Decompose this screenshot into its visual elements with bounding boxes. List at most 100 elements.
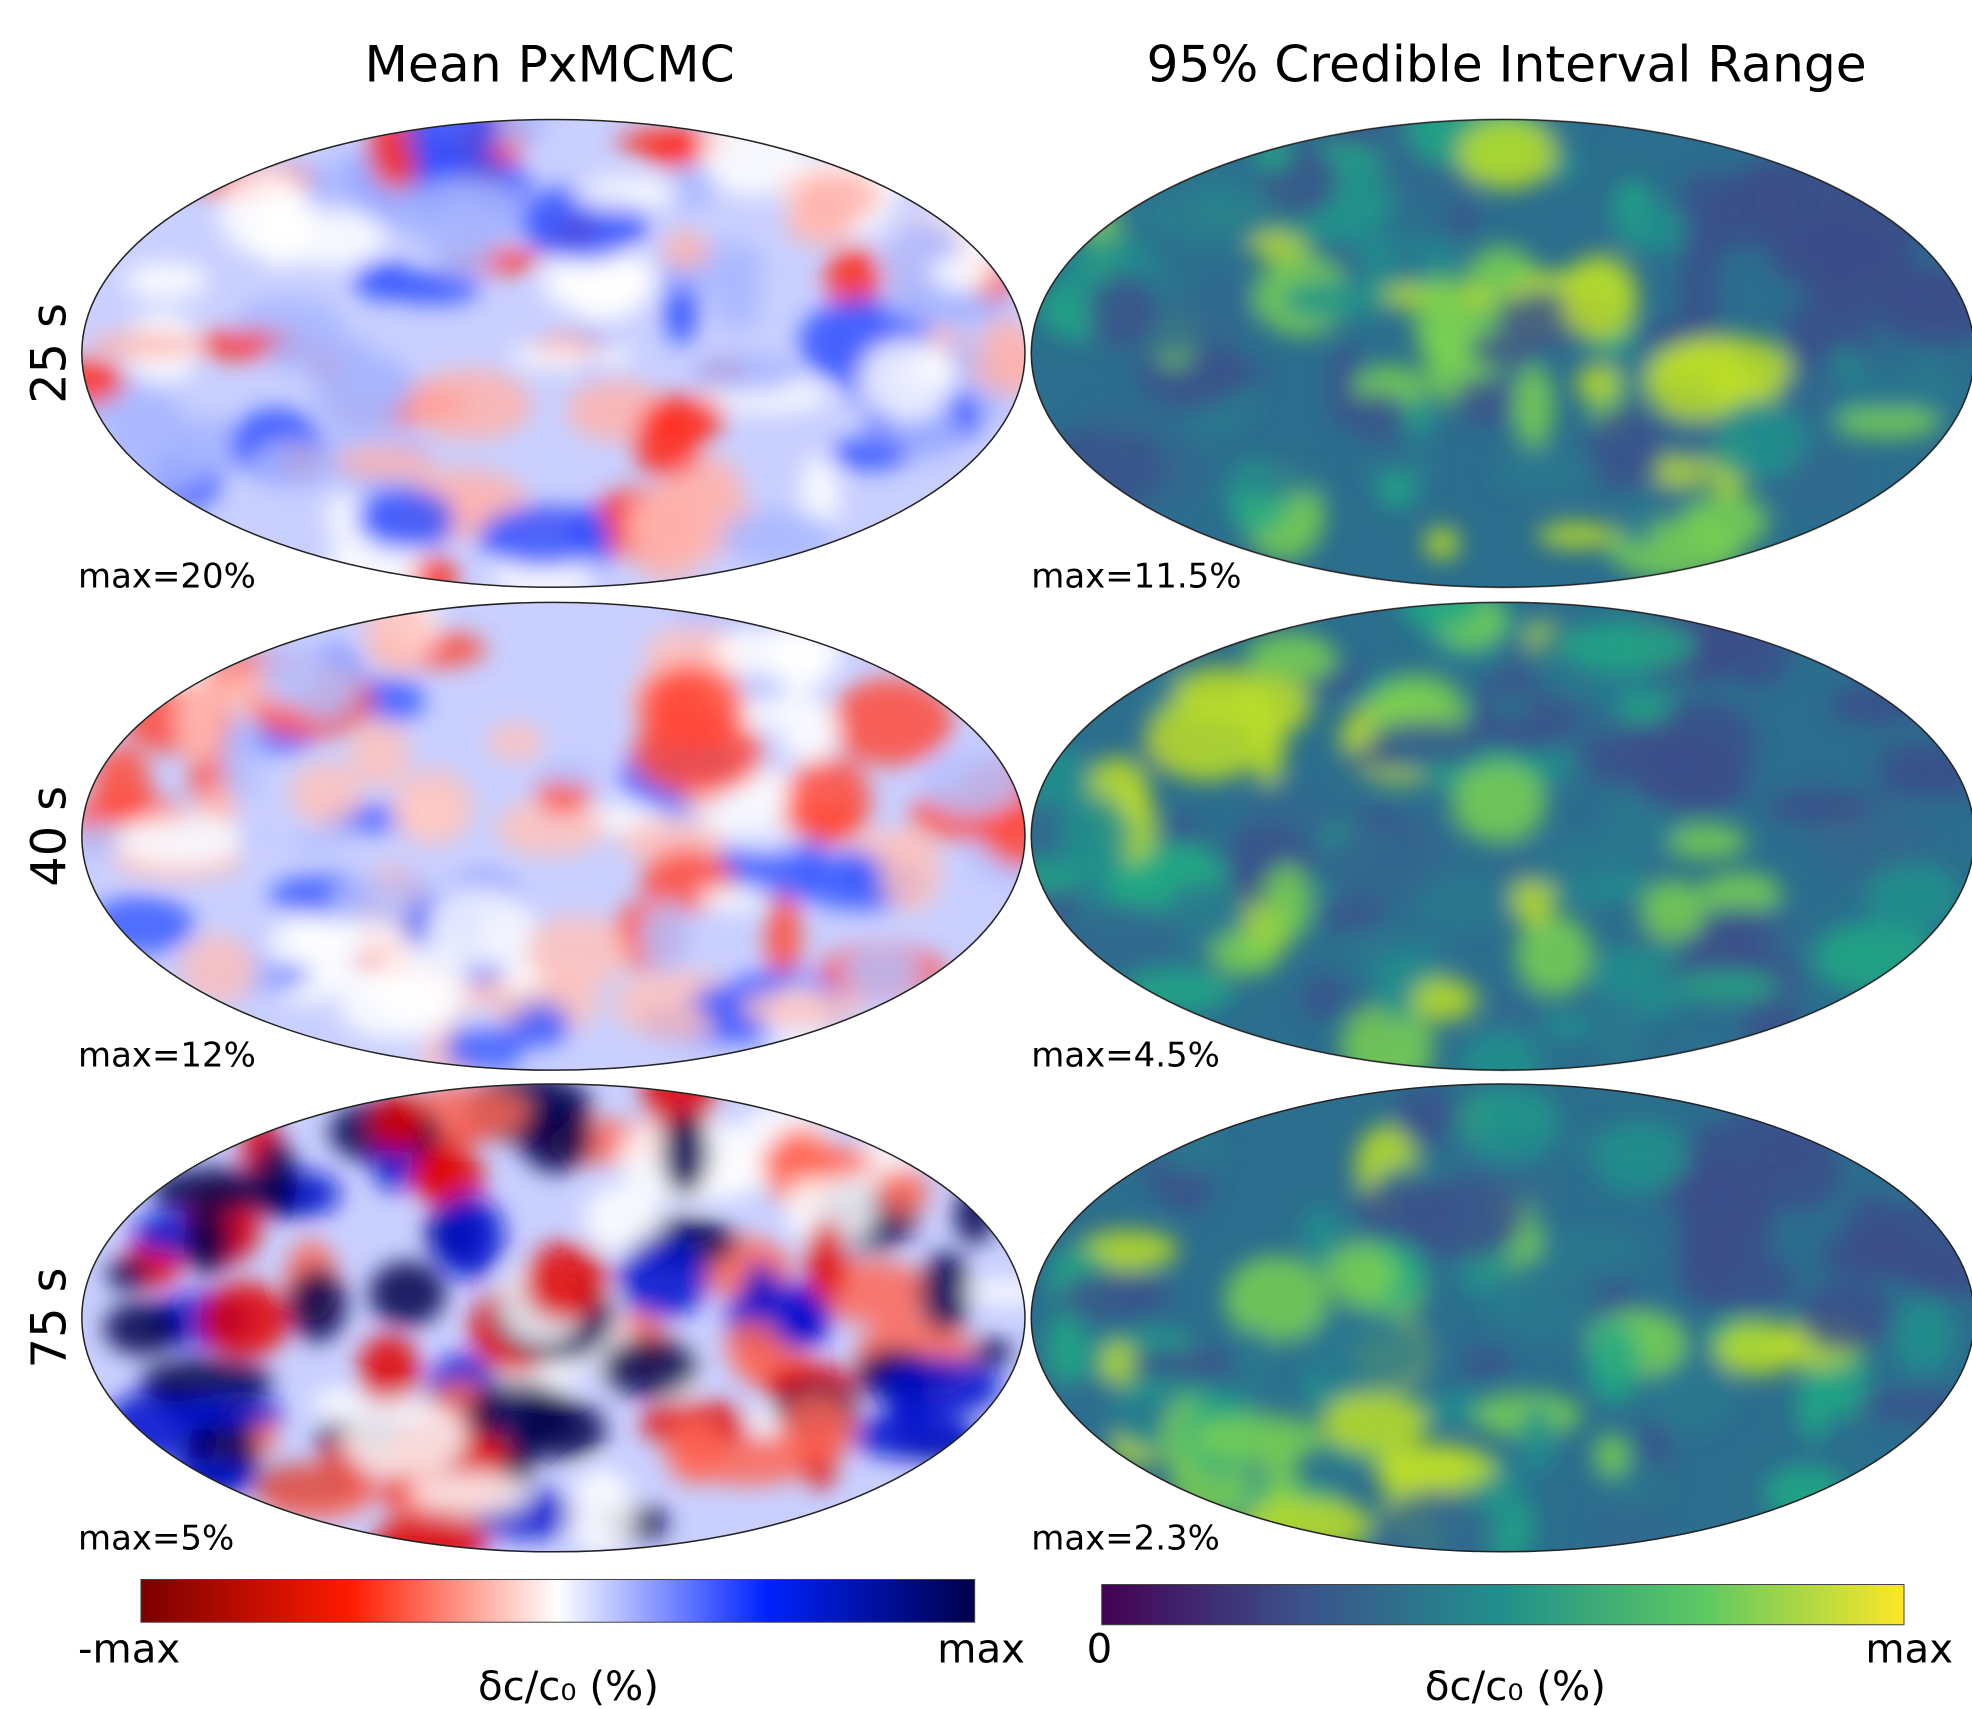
colorbar-max: max [1865, 1626, 1953, 1672]
map-blob [662, 1112, 709, 1195]
map-blob [1324, 1242, 1396, 1306]
map-blob [1255, 132, 1291, 171]
map-blob [1676, 1217, 1734, 1294]
map-blob [1822, 839, 1884, 876]
map-blob [1490, 994, 1540, 1030]
map-blob [356, 488, 455, 550]
map-blob [1587, 403, 1664, 493]
map-blob [716, 627, 790, 674]
map-blob [288, 828, 351, 856]
map-blob [1594, 1121, 1687, 1194]
map-blob [1491, 451, 1603, 496]
map-blob [1392, 1177, 1526, 1261]
map-blob [836, 848, 871, 899]
colorbar-label: δc/c₀ (%) [1425, 1664, 1606, 1709]
map-panel [82, 1055, 1047, 1569]
map-blob [720, 509, 837, 565]
map-blob [468, 1382, 575, 1444]
map-blob [1838, 378, 1919, 410]
map-blob [1424, 527, 1459, 560]
map-blob [637, 664, 743, 753]
map-blob [617, 1238, 709, 1318]
map-blob [785, 756, 871, 844]
colorbar-min: 0 [1087, 1626, 1113, 1672]
colorbar [141, 1579, 975, 1622]
map-blob [667, 163, 715, 210]
map-blob [1618, 695, 1672, 723]
map-panel [980, 578, 1972, 1108]
map-blob [488, 723, 544, 762]
map-blob [1376, 1490, 1495, 1579]
row-label: 75 s [22, 1267, 77, 1368]
map-blob [1615, 203, 1688, 253]
map-blob [1457, 1084, 1560, 1162]
map-blob [1299, 1311, 1429, 1393]
map-blob [1594, 1434, 1629, 1477]
map-blob [1596, 991, 1644, 1074]
map-blob [1245, 633, 1337, 685]
map-blob [1631, 748, 1753, 812]
maps [41, 85, 1972, 1579]
row-label: 40 s [22, 786, 77, 887]
colorbar [1102, 1585, 1904, 1625]
map-blob [1675, 172, 1745, 260]
map-blob [828, 439, 909, 471]
map-blob [1373, 1447, 1496, 1490]
map-blob [1183, 360, 1267, 386]
map-blob [932, 255, 995, 293]
map-blob [412, 148, 457, 176]
map-blob [349, 719, 409, 787]
max-label: max=11.5% [1031, 556, 1241, 596]
map-blob [920, 749, 1024, 816]
map-blob [354, 261, 414, 301]
map-blob [1351, 392, 1408, 441]
map-blob [108, 410, 216, 495]
map-blob [160, 1397, 286, 1429]
map-blob [1680, 494, 1768, 549]
map-blob [1644, 341, 1750, 421]
map-blob [1210, 932, 1279, 976]
map-blob [1302, 974, 1345, 1021]
map-blob [1562, 255, 1638, 342]
map-blob [429, 196, 497, 278]
map-blob [641, 902, 692, 975]
map-blob [179, 934, 255, 1005]
map-blob [408, 369, 532, 440]
map-blob [1488, 694, 1533, 719]
map-blob [478, 505, 608, 567]
map-blob [1060, 794, 1132, 879]
map-blob [288, 1267, 346, 1342]
colorbar-label: δc/c₀ (%) [478, 1664, 659, 1709]
colorbar-max: max [937, 1626, 1025, 1672]
map-blob [1263, 864, 1311, 942]
map-blob [115, 814, 244, 865]
column-title: 95% Credible Interval Range [1147, 35, 1867, 94]
map-blob [1587, 1321, 1640, 1405]
map-panel [48, 92, 1072, 609]
map-blob [249, 441, 336, 491]
map-blob [1235, 472, 1327, 497]
map-blob [104, 1301, 182, 1355]
map-blob [1562, 621, 1695, 671]
map-blob [1336, 830, 1395, 863]
map-blob [881, 827, 942, 913]
map-panel [1031, 1084, 1972, 1579]
figure: Mean PxMCMC 95% Credible Interval Range … [0, 0, 1972, 1709]
map-blob [427, 884, 534, 969]
map-blob [257, 1463, 375, 1520]
map-blob [1281, 281, 1390, 320]
map-blob [1411, 978, 1477, 1022]
map-blob [665, 1418, 723, 1484]
map-blob [341, 1399, 466, 1478]
map-blob [1233, 677, 1312, 735]
map-blob [520, 1105, 592, 1173]
row-label: 25 s [22, 303, 77, 404]
map-blob [1835, 407, 1941, 438]
map-blob [1230, 1327, 1276, 1403]
map-blob [875, 1167, 928, 1216]
map-blob [256, 1139, 297, 1216]
map-blob [524, 1242, 609, 1321]
map-blob [601, 1337, 698, 1397]
map-blob [1088, 276, 1156, 346]
map-blob [1844, 1194, 1900, 1272]
